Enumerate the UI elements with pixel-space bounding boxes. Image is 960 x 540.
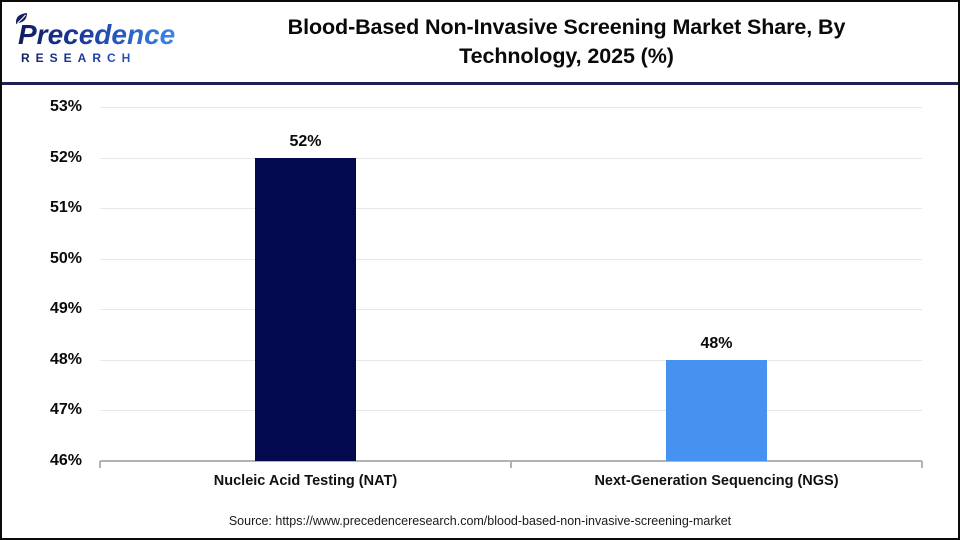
- y-axis-tick-label: 51%: [49, 199, 82, 217]
- gridline: [100, 410, 922, 412]
- y-axis-tick-label: 50%: [49, 249, 82, 267]
- gridline: [100, 107, 922, 108]
- bar-value-label: 48%: [700, 334, 733, 352]
- chart-title-line1: Blood-Based Non-Invasive Screening Marke…: [287, 14, 846, 39]
- bar-nat: [255, 157, 356, 461]
- header: Precedence RESEARCH Blood-Based Non-Inva…: [2, 2, 958, 85]
- category-label: Nucleic Acid Testing (NAT): [213, 473, 398, 489]
- y-axis-tick-label: 48%: [49, 350, 82, 368]
- x-axis-tick: [921, 461, 923, 468]
- brand-name: Precedence: [15, 12, 175, 49]
- y-axis-tick-label: 47%: [49, 401, 82, 419]
- y-axis-tick-label: 53%: [49, 98, 82, 115]
- bar-ngs: [666, 359, 767, 461]
- chart-area: 53% 52% 51% 50% 49% 48% 47% 46% 52% Nucleic Acid …: [2, 85, 958, 538]
- x-axis-tick: [510, 461, 512, 468]
- gridline: [100, 258, 922, 260]
- chart-title-line2: Technology, 2025 (%): [459, 44, 674, 68]
- gridline: [100, 208, 922, 210]
- brand-subtitle: RESEARCH: [18, 52, 187, 64]
- y-axis-tick-label: 49%: [49, 300, 82, 318]
- y-axis-tick-label: 46%: [49, 452, 82, 469]
- x-axis-tick: [99, 461, 101, 468]
- gridline: [100, 359, 922, 361]
- y-axis-tick-label: 52%: [49, 148, 82, 166]
- leaf-icon: [15, 12, 27, 24]
- chart-title: Blood-Based Non-Invasive Screening Marke…: [187, 13, 958, 71]
- plot-area: 53% 52% 51% 50% 49% 48% 47% 46% 52% Nucleic Acid …: [50, 99, 923, 489]
- bar-value-label: 52%: [289, 132, 322, 150]
- source-note: Source: https://www.precedenceresearch.c…: [228, 514, 732, 528]
- category-label: Next-Generation Sequencing (NGS): [594, 473, 839, 489]
- gridline: [100, 157, 922, 159]
- brand-logo: Precedence RESEARCH: [2, 12, 187, 64]
- gridline: [100, 309, 922, 311]
